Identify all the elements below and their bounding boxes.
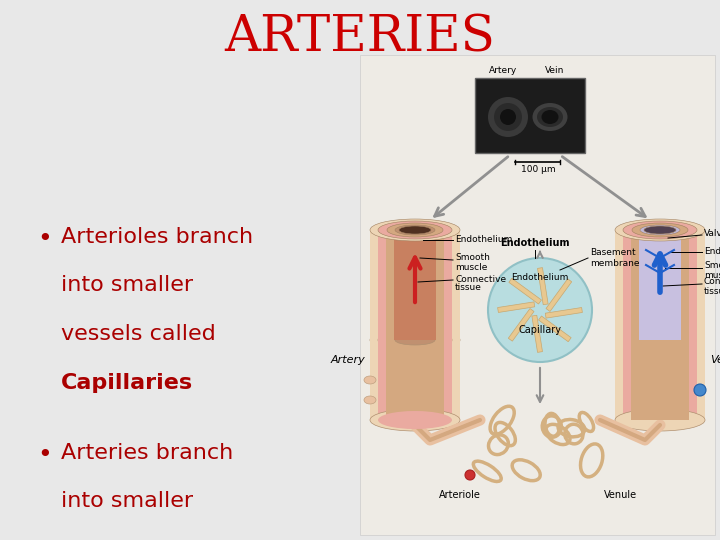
- Circle shape: [494, 103, 522, 131]
- Text: Arteries branch: Arteries branch: [60, 443, 233, 463]
- Text: Vein: Vein: [710, 355, 720, 365]
- Text: Endothelium: Endothelium: [500, 238, 570, 248]
- Bar: [475, 78, 585, 153]
- Text: Connective: Connective: [455, 274, 506, 284]
- Ellipse shape: [399, 226, 431, 234]
- Polygon shape: [546, 279, 572, 312]
- Polygon shape: [508, 308, 534, 341]
- Text: 100 μm: 100 μm: [521, 165, 555, 174]
- Text: muscle: muscle: [455, 262, 487, 272]
- Polygon shape: [545, 307, 582, 318]
- Circle shape: [694, 384, 706, 396]
- Text: Connective: Connective: [704, 278, 720, 287]
- Text: Venule: Venule: [603, 490, 636, 500]
- Text: Endothelium: Endothelium: [455, 235, 513, 245]
- Ellipse shape: [370, 329, 460, 351]
- Circle shape: [465, 470, 475, 480]
- Polygon shape: [539, 316, 571, 342]
- Ellipse shape: [632, 223, 688, 237]
- Circle shape: [488, 258, 592, 362]
- Text: Endothelium: Endothelium: [704, 247, 720, 256]
- Bar: [623, 230, 697, 340]
- Polygon shape: [509, 278, 541, 304]
- Bar: [370, 230, 460, 340]
- Bar: [386, 335, 444, 420]
- Ellipse shape: [378, 411, 452, 429]
- Text: Smooth: Smooth: [455, 253, 490, 262]
- Text: Artery: Artery: [489, 66, 517, 75]
- Ellipse shape: [533, 103, 567, 131]
- Circle shape: [488, 97, 528, 137]
- Text: Vein: Vein: [545, 66, 564, 75]
- Ellipse shape: [644, 226, 676, 234]
- Ellipse shape: [640, 225, 680, 235]
- Bar: [378, 230, 452, 340]
- Polygon shape: [538, 268, 548, 305]
- Bar: [394, 230, 436, 340]
- Bar: [386, 230, 444, 340]
- Ellipse shape: [615, 219, 705, 241]
- Text: into smaller: into smaller: [60, 275, 193, 295]
- Ellipse shape: [387, 223, 443, 237]
- Bar: [370, 335, 460, 420]
- Ellipse shape: [541, 110, 559, 124]
- Bar: [615, 335, 705, 420]
- Text: tissue: tissue: [455, 284, 482, 293]
- Bar: [623, 335, 697, 420]
- Text: into smaller: into smaller: [60, 491, 193, 511]
- Polygon shape: [498, 302, 535, 313]
- Polygon shape: [532, 315, 542, 353]
- Text: •: •: [37, 227, 52, 251]
- Bar: [631, 335, 689, 420]
- FancyBboxPatch shape: [360, 55, 715, 535]
- Ellipse shape: [395, 225, 435, 235]
- Ellipse shape: [364, 396, 376, 404]
- Ellipse shape: [537, 107, 563, 127]
- Bar: [631, 230, 689, 340]
- Bar: [615, 230, 705, 340]
- Text: Basement
membrane: Basement membrane: [590, 248, 639, 268]
- Text: ARTERIES: ARTERIES: [225, 14, 495, 63]
- Bar: [639, 230, 681, 340]
- Text: Smooth: Smooth: [704, 261, 720, 271]
- Ellipse shape: [370, 219, 460, 241]
- Text: Arterioles branch: Arterioles branch: [60, 227, 253, 247]
- Circle shape: [500, 109, 516, 125]
- Ellipse shape: [623, 221, 697, 239]
- Ellipse shape: [370, 409, 460, 431]
- Text: Artery: Artery: [330, 355, 365, 365]
- Ellipse shape: [395, 335, 435, 345]
- Ellipse shape: [378, 221, 452, 239]
- Text: Capillaries: Capillaries: [60, 373, 193, 393]
- Text: Valve: Valve: [704, 228, 720, 238]
- Ellipse shape: [364, 376, 376, 384]
- Text: muscle: muscle: [704, 271, 720, 280]
- Text: Endothelium: Endothelium: [511, 273, 569, 282]
- Ellipse shape: [387, 333, 443, 347]
- Text: Capillary: Capillary: [518, 325, 562, 335]
- Text: vessels called: vessels called: [60, 324, 215, 344]
- Text: tissue: tissue: [704, 287, 720, 295]
- Bar: [378, 335, 452, 420]
- Text: •: •: [37, 443, 52, 467]
- Ellipse shape: [378, 331, 452, 349]
- Ellipse shape: [615, 409, 705, 431]
- Text: Arteriole: Arteriole: [439, 490, 481, 500]
